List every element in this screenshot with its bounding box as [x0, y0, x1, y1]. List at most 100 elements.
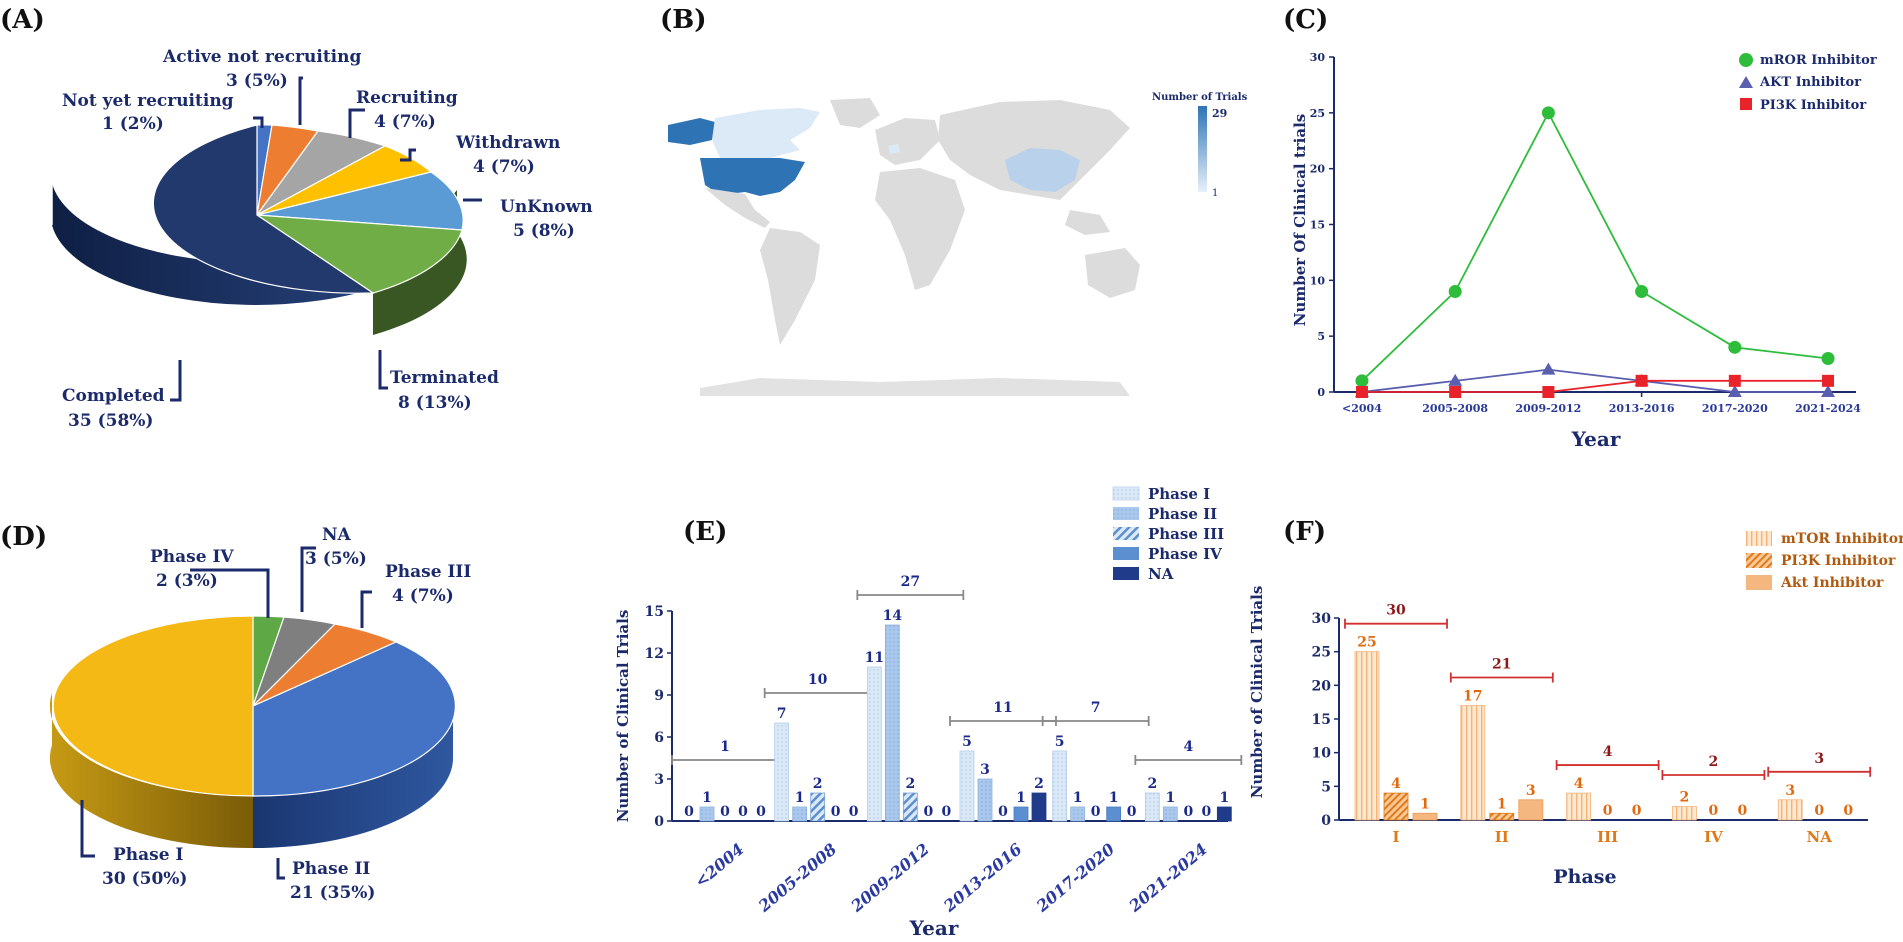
- bar: [1070, 806, 1086, 822]
- bar-value-label: 1: [1420, 796, 1430, 812]
- bar: [1672, 806, 1697, 821]
- bar-value-label: 1: [1165, 790, 1175, 806]
- bar-value-label: 2: [1147, 776, 1157, 792]
- data-point: [1542, 386, 1555, 398]
- bar: [792, 806, 808, 822]
- pie-label-recruiting-value: 4 (7%): [374, 112, 436, 132]
- total-label: 3: [1814, 751, 1824, 767]
- bar-y-tick-label: 20: [1312, 678, 1332, 694]
- legend-swatch-na: [1113, 567, 1139, 580]
- line-x-axis-title: Year: [1571, 427, 1621, 451]
- bar-value-label: 1: [1497, 796, 1507, 812]
- legend-label-phase-iv: Phase IV: [1148, 545, 1222, 563]
- bar-value-label: 0: [1183, 804, 1193, 820]
- bar: [774, 722, 790, 822]
- bar: [1412, 812, 1438, 821]
- bar: [1013, 806, 1029, 822]
- bar: [1106, 806, 1122, 822]
- data-point: [1448, 373, 1463, 386]
- line-x-tick-label: <2004: [1342, 402, 1382, 415]
- data-point: [1728, 374, 1741, 387]
- bar-value-label: 2: [1034, 776, 1044, 792]
- legend-label-phase-i: Phase I: [1148, 485, 1210, 503]
- pie-label-completed-value: 35 (58%): [68, 411, 153, 431]
- bar-y-tick-label: 30: [1312, 611, 1332, 627]
- bar-value-label: 0: [684, 804, 694, 820]
- map-south-america: [760, 228, 820, 345]
- legend-marker-mror: [1739, 53, 1753, 67]
- bar-y-tick-label: 0: [654, 814, 664, 830]
- pie-label-active-value: 3 (5%): [226, 71, 288, 91]
- bar-value-label: 0: [1201, 804, 1211, 820]
- pie-label-active-name: Active not recruiting: [162, 47, 362, 67]
- legend-swatch-phase-iii: [1113, 527, 1139, 540]
- pie-label-phase-iii-value: 4 (7%): [392, 586, 454, 606]
- bar-value-label: 0: [1814, 803, 1824, 819]
- bar: [1383, 792, 1409, 821]
- pie-label-phase-i-name: Phase I: [113, 845, 183, 865]
- pie-slice-unknown: [256, 171, 464, 231]
- bar-value-label: 2: [905, 776, 915, 792]
- bar-f-y-axis-title: Number of Clinical Trials: [1248, 586, 1266, 799]
- pie-label-na-name: NA: [322, 525, 352, 545]
- data-point: [1541, 106, 1555, 120]
- data-point: [1355, 386, 1368, 398]
- total-label: 11: [993, 700, 1012, 716]
- bar-y-tick-label: 15: [645, 604, 664, 620]
- bar-value-label: 11: [865, 650, 884, 666]
- panel-label-e: (E): [683, 517, 727, 547]
- bar-y-tick-label: 0: [1321, 813, 1331, 829]
- pie-label-terminated-name: Terminated: [390, 368, 499, 388]
- bar: [699, 806, 715, 822]
- legend-label-pi3k-f: PI3K Inhibitor: [1781, 553, 1896, 569]
- bar-value-label: 4: [1574, 776, 1584, 792]
- bar-value-label: 3: [1526, 783, 1536, 799]
- bar-value-label: 1: [1016, 790, 1026, 806]
- panel-label-f: (F): [1283, 517, 1326, 547]
- pie-label-completed-name: Completed: [62, 386, 165, 406]
- bar: [1031, 792, 1047, 822]
- data-point: [1355, 374, 1369, 388]
- bar: [1052, 750, 1068, 822]
- legend-marker-pi3k: [1740, 98, 1752, 110]
- bar-value-label: 0: [998, 804, 1008, 820]
- legend-label-na: NA: [1148, 565, 1174, 583]
- line-x-tick-label: 2009-2012: [1515, 402, 1581, 415]
- bar-value-label: 0: [831, 804, 841, 820]
- legend-label-pi3k: PI3K Inhibitor: [1760, 98, 1866, 113]
- bar-value-label: 4: [1391, 776, 1401, 792]
- bar: [1144, 792, 1160, 822]
- pie-label-phase-iv-value: 2 (3%): [156, 571, 218, 591]
- pie-label-not-yet-recruiting-value: 1 (2%): [102, 114, 164, 134]
- pie-label-recruiting-name: Recruiting: [356, 88, 458, 108]
- data-point: [1635, 374, 1648, 387]
- pie-slice-terminated: [254, 214, 463, 294]
- pie-rim-phase-i: [49, 693, 253, 849]
- legend-swatch-mtor: [1746, 531, 1772, 546]
- total-label: 7: [1091, 700, 1101, 716]
- bar-value-label: 1: [1073, 790, 1083, 806]
- bar-value-label: 0: [756, 804, 766, 820]
- bar-x-tick-label: II: [1495, 828, 1509, 846]
- pie-label-phase-iii-name: Phase III: [385, 562, 471, 582]
- data-point: [1821, 385, 1836, 397]
- map-legend-min: 1: [1212, 188, 1218, 199]
- bar: [977, 778, 993, 822]
- pie-label-terminated-value: 8 (13%): [398, 393, 472, 413]
- line-y-tick-label: 10: [1310, 274, 1326, 287]
- line-y-tick-label: 0: [1317, 386, 1325, 399]
- bar: [884, 624, 900, 822]
- total-label: 1: [720, 739, 730, 755]
- bar-value-label: 5: [962, 734, 972, 750]
- bar-x-tick-label: 2017-2020: [1032, 840, 1118, 917]
- bar: [1489, 812, 1515, 821]
- bar-f-x-axis-title: Phase: [1553, 866, 1616, 888]
- map-legend-gradient: [1198, 106, 1207, 192]
- bar-value-label: 1: [702, 790, 712, 806]
- line-x-tick-label: 2021-2024: [1795, 402, 1861, 415]
- bar-value-label: 0: [1738, 803, 1748, 819]
- series-line: [1361, 379, 1829, 393]
- data-point: [1635, 285, 1649, 298]
